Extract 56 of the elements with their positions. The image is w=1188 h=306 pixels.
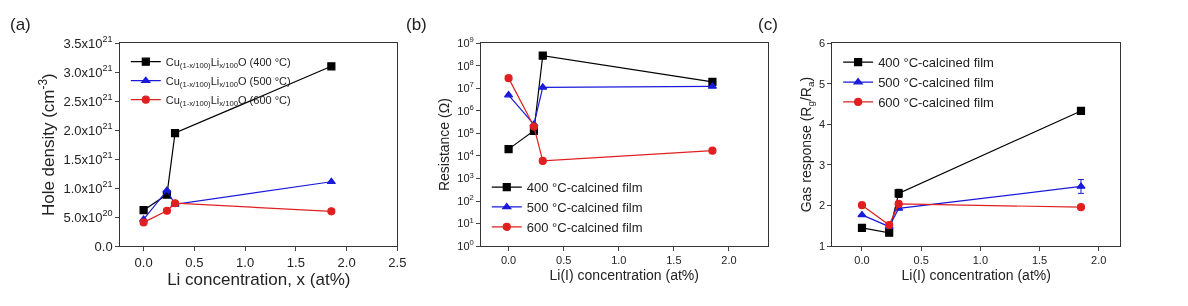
y-tick-label: 3 — [819, 158, 826, 171]
legend-label: Cu$_{(1-x/100)}$Li$_{x/100}$O (500 °C) — [165, 74, 291, 90]
legend-label: 600 °C-calcined film — [878, 95, 994, 110]
x-tick-label: 1.5 — [1031, 254, 1048, 267]
y-tick-label: 3.0x10$^{21}$ — [63, 63, 113, 80]
y-tick-label: 10$^{8}$ — [457, 57, 474, 72]
y-tick-label: 10$^{0}$ — [457, 238, 474, 253]
x-tick-label: 1.0 — [611, 254, 627, 267]
x-axis-title: Li(I) concentration (at%) — [549, 266, 699, 283]
y-tick-label: 10$^{1}$ — [457, 215, 474, 230]
y-tick-label: 1.0x10$^{21}$ — [63, 179, 113, 196]
x-tick-label: 0.0 — [134, 254, 153, 270]
x-axis-title: Li(I) concentration (at%) — [901, 266, 1051, 283]
y-tick-label: 2.0x10$^{21}$ — [63, 121, 113, 138]
legend-label: 400 °C-calcined film — [526, 180, 643, 196]
x-tick-label: 2.0 — [1091, 254, 1107, 267]
y-tick-label: 2 — [819, 199, 826, 212]
x-tick-label: 0.5 — [913, 254, 929, 267]
y-tick-label: 10$^{5}$ — [457, 125, 474, 140]
x-tick-label: 2.5 — [388, 254, 407, 270]
y-tick-label: 2.5x10$^{21}$ — [63, 92, 113, 109]
legend-label: Cu$_{(1-x/100)}$Li$_{x/100}$O (400 °C) — [165, 55, 291, 71]
legend-label: Cu$_{(1-x/100)}$Li$_{x/100}$O (600 °C) — [165, 93, 291, 109]
x-tick-label: 1.0 — [972, 254, 988, 267]
y-tick-label: 5 — [819, 77, 826, 90]
y-tick-label: 10$^{4}$ — [457, 148, 475, 162]
x-tick-label: 1.5 — [666, 254, 682, 267]
y-tick-label: 4 — [819, 118, 826, 131]
y-tick-label: 10$^{6}$ — [457, 103, 474, 117]
x-tick-label: 1.0 — [236, 254, 255, 270]
y-tick-label: 10$^{9}$ — [457, 35, 474, 49]
x-tick-label: 0.5 — [556, 254, 572, 267]
y-axis-title: Resistance (Ω) — [435, 98, 452, 192]
y-tick-label: 0.0 — [94, 238, 113, 254]
x-tick-label: 0.0 — [500, 254, 517, 267]
y-tick-label: 1.5x10$^{21}$ — [63, 150, 113, 167]
legend-label: 400 °C-calcined film — [878, 55, 994, 71]
y-tick-label: 3.5x10$^{21}$ — [63, 34, 113, 51]
legend-label: 500 °C-calcined film — [526, 200, 643, 216]
x-tick-label: 0.5 — [185, 254, 204, 270]
y-tick-label: 10$^{7}$ — [457, 80, 474, 95]
x-axis-title: Li concentration, x (at%) — [167, 270, 351, 290]
legend-label: 500 °C-calcined film — [878, 75, 994, 91]
x-tick-label: 1.5 — [286, 254, 305, 270]
y-tick-label: 6 — [819, 36, 826, 49]
x-tick-label: 0.0 — [854, 254, 870, 267]
y-tick-label: 5.0x10$^{20}$ — [63, 208, 113, 225]
text: (a) — [10, 15, 31, 34]
y-tick-label: 10$^{3}$ — [457, 170, 474, 185]
legend-label: 600 °C-calcined film — [526, 219, 643, 235]
y-tick-label: 10$^{2}$ — [457, 193, 474, 207]
y-tick-label: 1 — [819, 240, 826, 253]
text: (b) — [406, 15, 427, 34]
x-tick-label: 2.0 — [337, 254, 356, 270]
x-tick-label: 2.0 — [721, 254, 737, 267]
text: (c) — [758, 15, 778, 34]
